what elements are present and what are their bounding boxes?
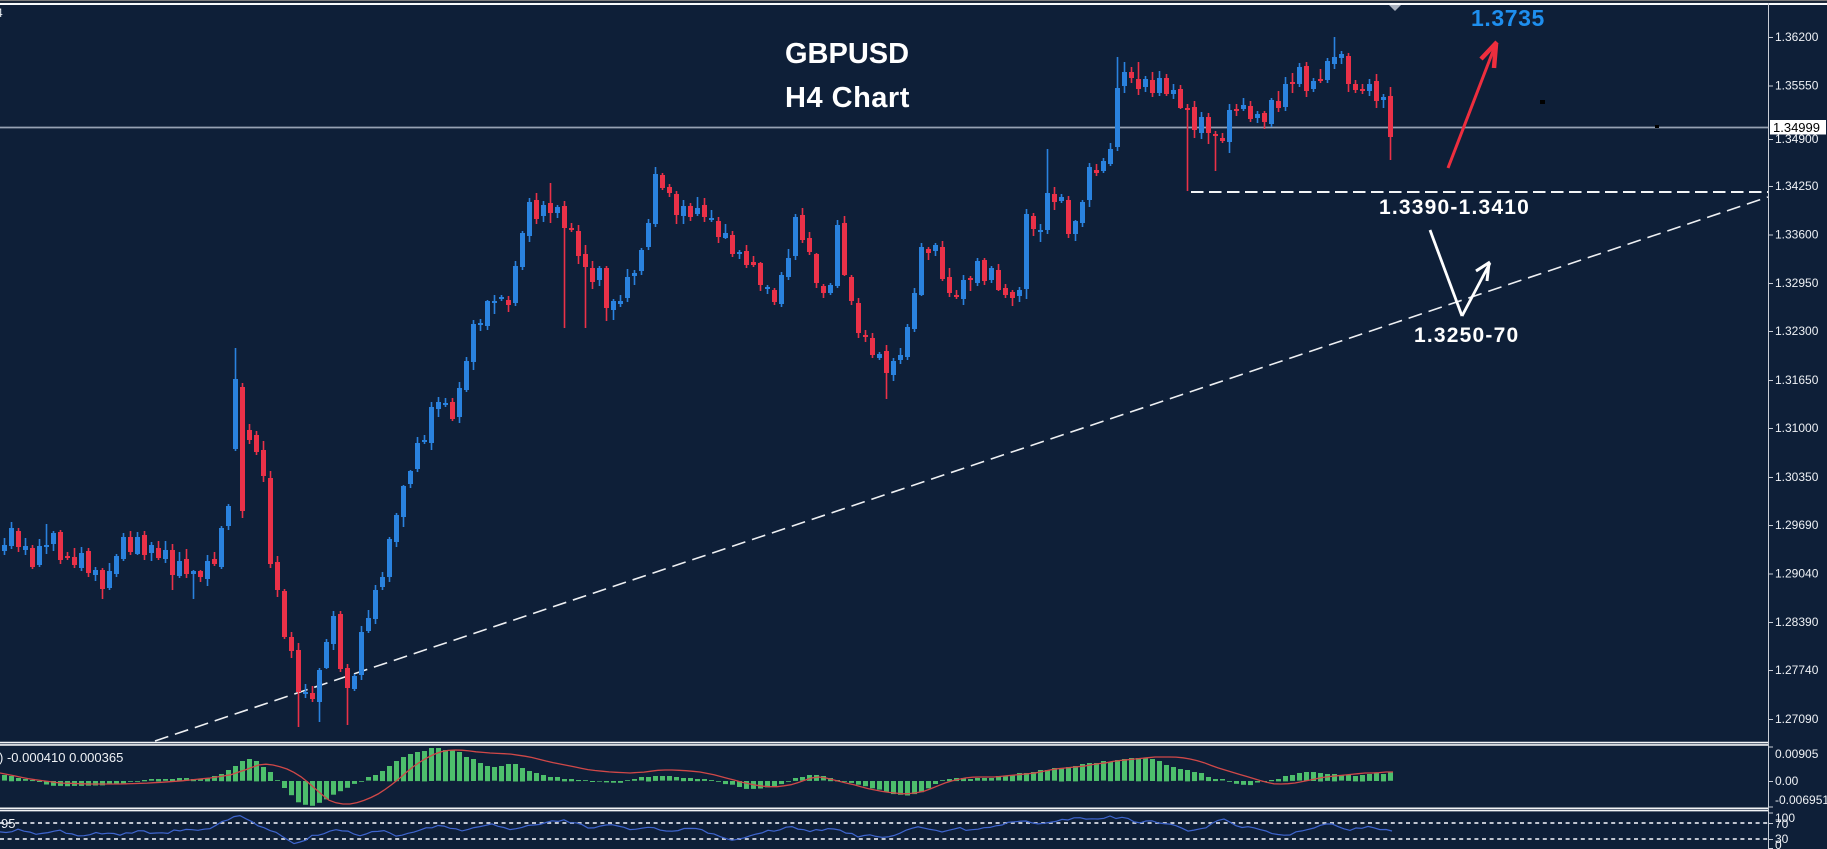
svg-text:1.34999: 1.34999 [1773,120,1820,135]
svg-text:95: 95 [1,816,15,831]
svg-text:1.33600: 1.33600 [1775,228,1819,242]
svg-text:30: 30 [1775,832,1789,846]
svg-text:H4 Chart: H4 Chart [785,82,910,114]
svg-text:1.27090: 1.27090 [1775,712,1819,726]
svg-text:1.3250-70: 1.3250-70 [1414,324,1519,347]
svg-text:-0.006951: -0.006951 [1775,793,1827,807]
svg-text:1.31650: 1.31650 [1775,373,1819,387]
svg-text:0.00: 0.00 [1775,774,1799,788]
svg-text:1.36200: 1.36200 [1775,30,1819,44]
svg-text:1.27740: 1.27740 [1775,663,1819,677]
svg-text:4: 4 [0,6,3,20]
svg-text:1.35550: 1.35550 [1775,79,1819,93]
svg-text:1.32950: 1.32950 [1775,276,1819,290]
svg-text:1.3390-1.3410: 1.3390-1.3410 [1379,196,1530,219]
svg-text:1.32300: 1.32300 [1775,324,1819,338]
svg-text:1.31000: 1.31000 [1775,421,1819,435]
svg-text:0: 0 [1775,838,1782,849]
svg-text:1.28390: 1.28390 [1775,615,1819,629]
svg-text:1.34900: 1.34900 [1775,132,1819,146]
svg-text:70: 70 [1775,817,1789,831]
svg-text:1.34250: 1.34250 [1775,179,1819,193]
svg-text:1.30350: 1.30350 [1775,470,1819,484]
svg-text:1.29690: 1.29690 [1775,518,1819,532]
svg-text:100: 100 [1775,811,1795,825]
svg-text:GBPUSD: GBPUSD [785,38,909,70]
svg-text:) -0.000410 0.000365: ) -0.000410 0.000365 [0,750,123,765]
svg-text:1.29040: 1.29040 [1775,567,1819,581]
svg-text:0.00905: 0.00905 [1775,747,1819,761]
svg-text:1.3735: 1.3735 [1471,5,1545,31]
